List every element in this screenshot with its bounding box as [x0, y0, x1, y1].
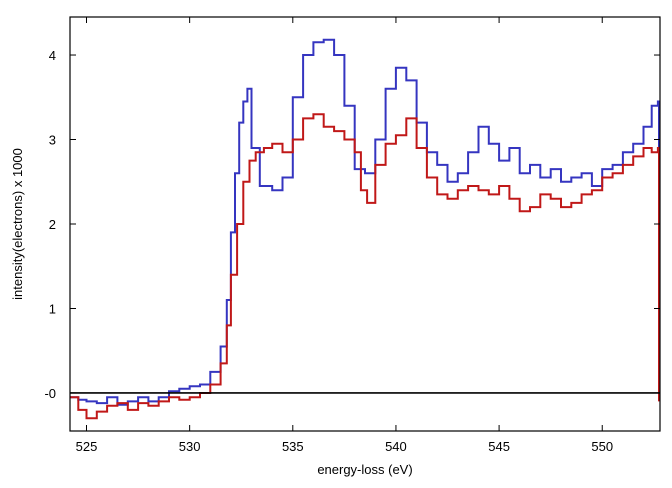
x-tick-label: 545	[488, 439, 510, 454]
y-axis-ticks: -0 1 2 3 4	[44, 48, 660, 401]
y-tick-label: 2	[49, 217, 56, 232]
y-axis-label: intensity(electrons) x 1000	[10, 148, 25, 300]
spectrum-series-1	[70, 38, 660, 406]
x-axis-ticks: 525 530 535 540 545 550	[76, 17, 613, 454]
y-tick-label: 3	[49, 133, 56, 148]
x-axis-label: energy-loss (eV)	[317, 462, 412, 477]
x-tick-label: 530	[179, 439, 201, 454]
x-tick-label: 550	[591, 439, 613, 454]
x-tick-label: 525	[76, 439, 98, 454]
x-tick-label: 535	[282, 439, 304, 454]
series-layer	[70, 38, 660, 420]
spectrum-series-2	[70, 113, 660, 420]
x-tick-label: 540	[385, 439, 407, 454]
y-tick-label: -0	[44, 386, 56, 401]
y-tick-label: 1	[49, 301, 56, 316]
y-tick-label: 4	[49, 48, 56, 63]
